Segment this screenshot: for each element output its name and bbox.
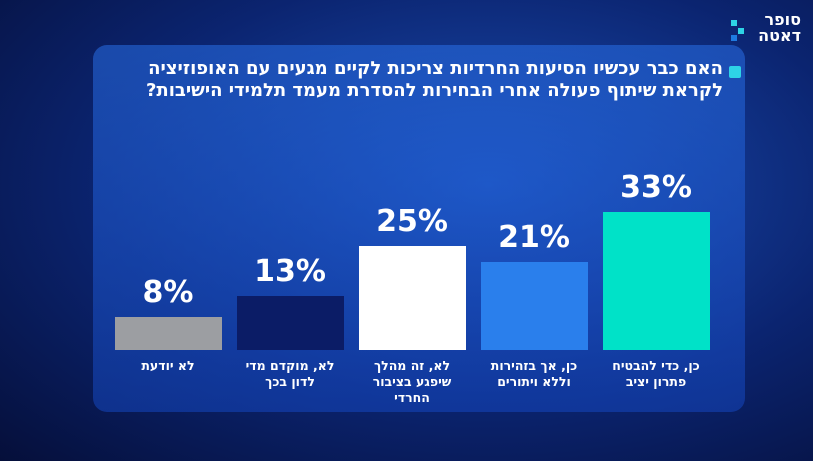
value-label: 8%	[142, 274, 194, 310]
title-icon	[729, 66, 741, 78]
value-label: 21%	[498, 220, 570, 256]
bar	[236, 295, 344, 350]
logo: סופר דאטה	[758, 12, 801, 44]
logo-line: דאטה	[758, 26, 801, 45]
category-label: לא, זה מהלך שיפגע בציבור החרדי	[372, 358, 452, 405]
category-label: לא יודעת	[141, 358, 195, 373]
value-label: 33%	[620, 170, 692, 206]
logo-line: סופר	[764, 10, 801, 29]
bar	[358, 245, 466, 350]
category-label: כן, כדי להבטיח פתרון יציב	[612, 358, 700, 389]
chart-title: האם כבר עכשיו הסיעות החרדיות צריכות לקיי…	[145, 58, 723, 101]
value-label: 25%	[376, 203, 448, 239]
category-label: לא, מוקדם מדי לדון בכך	[245, 358, 335, 389]
bar	[114, 316, 222, 350]
bar	[480, 262, 588, 350]
logo-icon	[731, 20, 744, 41]
value-label: 13%	[254, 253, 326, 289]
bar	[602, 212, 710, 350]
category-label: כן, אך בזהירות וללא ויתורים	[490, 358, 578, 389]
